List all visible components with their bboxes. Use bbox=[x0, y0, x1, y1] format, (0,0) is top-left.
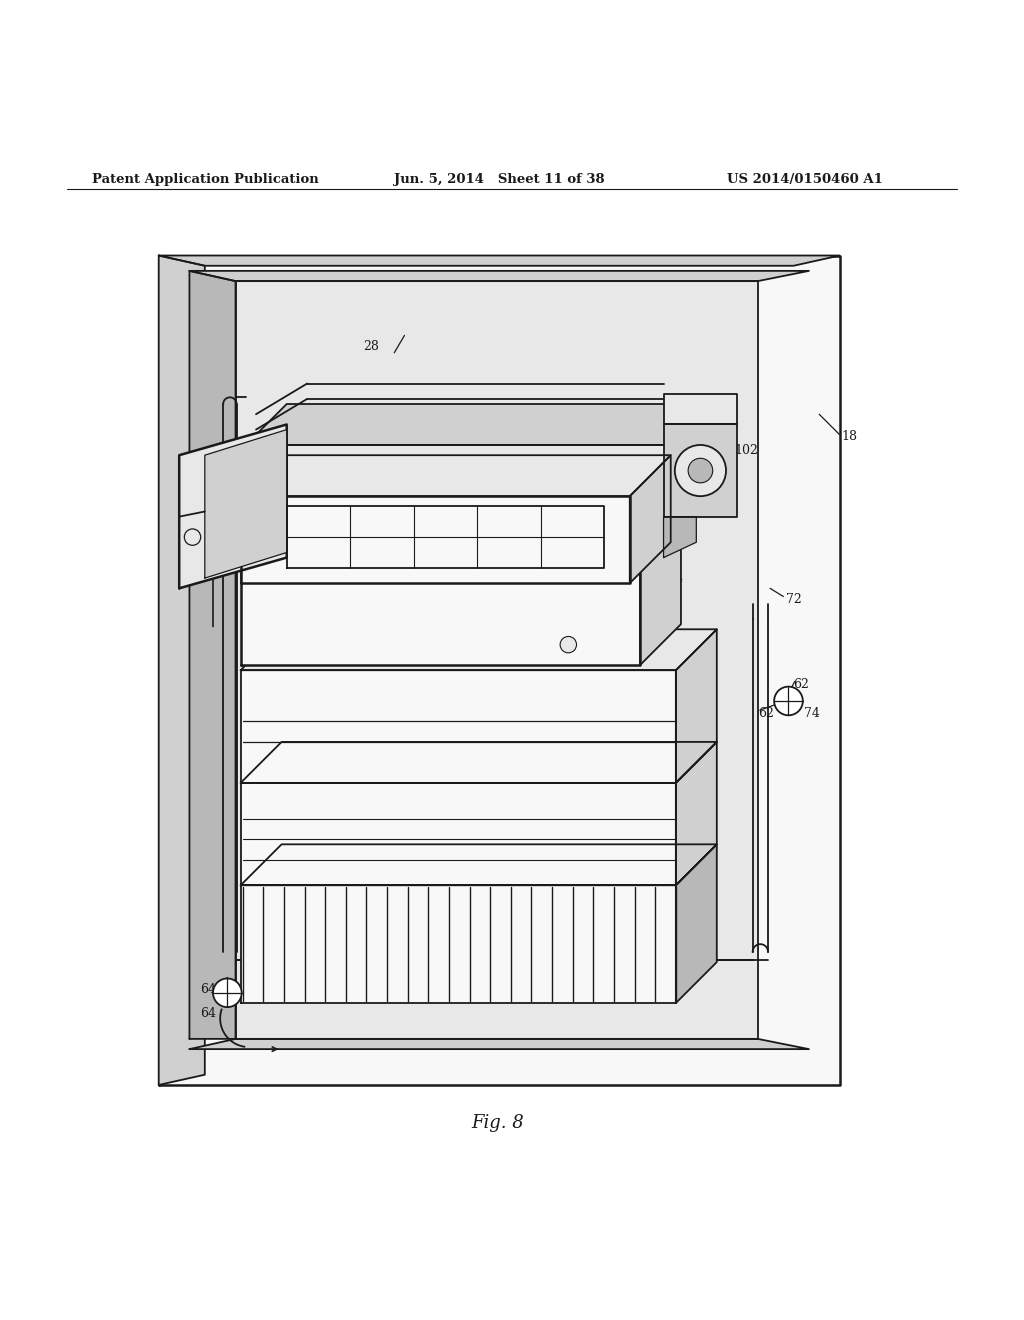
Polygon shape bbox=[179, 425, 287, 589]
Text: 18: 18 bbox=[842, 430, 858, 444]
Polygon shape bbox=[676, 845, 717, 1003]
Text: 28: 28 bbox=[364, 341, 380, 354]
Polygon shape bbox=[241, 480, 681, 521]
Polygon shape bbox=[676, 630, 717, 783]
Polygon shape bbox=[640, 480, 681, 665]
Text: 54: 54 bbox=[538, 715, 554, 727]
Polygon shape bbox=[159, 256, 840, 1085]
Polygon shape bbox=[630, 455, 671, 583]
Circle shape bbox=[774, 686, 803, 715]
Polygon shape bbox=[676, 404, 717, 480]
Text: 102: 102 bbox=[734, 444, 758, 457]
Polygon shape bbox=[664, 393, 737, 425]
Text: 74: 74 bbox=[804, 706, 820, 719]
Text: 52: 52 bbox=[620, 709, 635, 722]
Text: 76: 76 bbox=[187, 546, 204, 558]
Text: 64: 64 bbox=[200, 983, 216, 997]
Text: 106: 106 bbox=[425, 578, 449, 591]
Text: 58: 58 bbox=[589, 645, 605, 659]
Polygon shape bbox=[246, 445, 676, 480]
Polygon shape bbox=[159, 256, 840, 265]
Text: 50: 50 bbox=[655, 686, 672, 700]
Text: 104: 104 bbox=[659, 572, 683, 585]
Polygon shape bbox=[676, 742, 717, 886]
Polygon shape bbox=[241, 521, 640, 665]
Text: 112: 112 bbox=[492, 492, 515, 506]
Polygon shape bbox=[246, 404, 717, 445]
Polygon shape bbox=[664, 516, 696, 557]
Polygon shape bbox=[159, 256, 205, 1085]
Text: US 2014/0150460 A1: US 2014/0150460 A1 bbox=[727, 173, 883, 186]
Circle shape bbox=[560, 636, 577, 653]
Text: Fig. 8: Fig. 8 bbox=[471, 1114, 524, 1131]
Text: Jun. 5, 2014   Sheet 11 of 38: Jun. 5, 2014 Sheet 11 of 38 bbox=[394, 173, 605, 186]
Text: 110: 110 bbox=[181, 515, 205, 528]
Polygon shape bbox=[189, 271, 236, 1039]
Polygon shape bbox=[241, 496, 630, 583]
Polygon shape bbox=[664, 425, 737, 516]
Polygon shape bbox=[241, 845, 717, 886]
Circle shape bbox=[213, 978, 242, 1007]
Text: 56: 56 bbox=[609, 725, 626, 738]
Polygon shape bbox=[241, 742, 717, 783]
Polygon shape bbox=[241, 455, 671, 496]
Polygon shape bbox=[205, 429, 287, 578]
Text: 62: 62 bbox=[794, 678, 810, 692]
Polygon shape bbox=[241, 671, 676, 783]
Polygon shape bbox=[241, 783, 676, 886]
Text: 78: 78 bbox=[238, 990, 254, 1002]
Polygon shape bbox=[236, 281, 758, 1039]
Polygon shape bbox=[189, 271, 809, 281]
Polygon shape bbox=[241, 630, 717, 671]
Polygon shape bbox=[189, 1039, 809, 1049]
Circle shape bbox=[688, 458, 713, 483]
Text: 72: 72 bbox=[786, 593, 802, 606]
Circle shape bbox=[675, 445, 726, 496]
Polygon shape bbox=[241, 886, 676, 1003]
Text: 64: 64 bbox=[200, 1007, 216, 1020]
Text: Patent Application Publication: Patent Application Publication bbox=[92, 173, 318, 186]
Text: 62: 62 bbox=[758, 706, 774, 719]
